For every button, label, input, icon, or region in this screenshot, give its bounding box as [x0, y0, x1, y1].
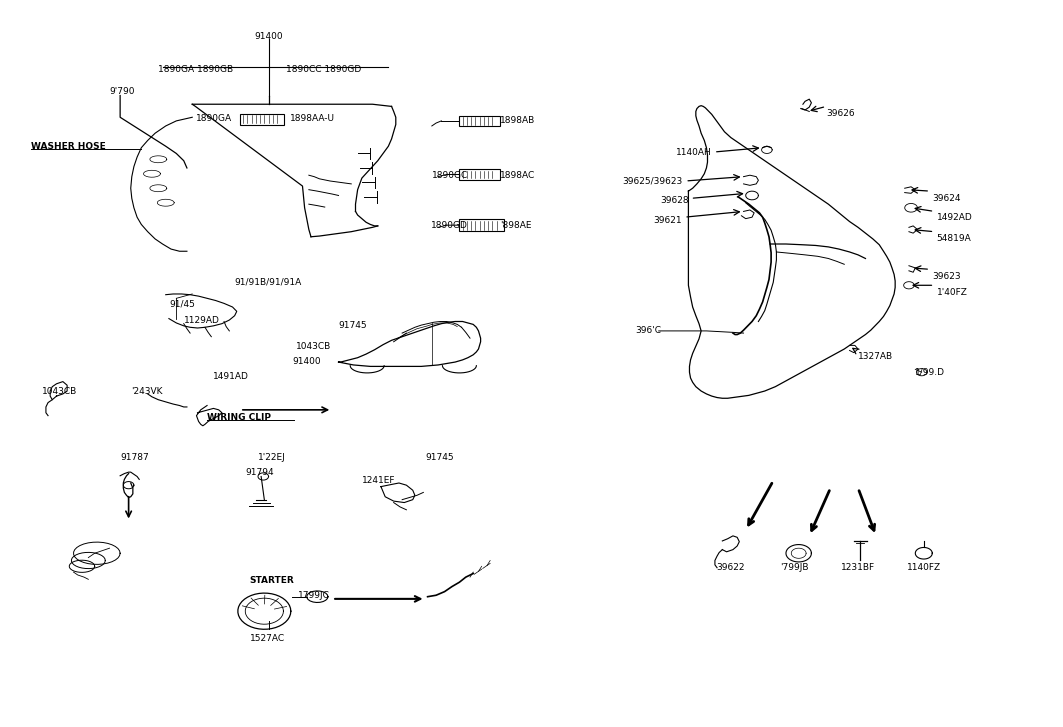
Text: 9'790: 9'790: [109, 87, 135, 97]
Text: 1799JC: 1799JC: [299, 591, 331, 600]
Text: 1231BF: 1231BF: [841, 563, 875, 572]
Text: 91787: 91787: [120, 453, 149, 462]
Text: 1/99.D: 1/99.D: [915, 368, 945, 377]
Text: 39626: 39626: [826, 109, 855, 119]
Text: 91794: 91794: [246, 467, 274, 477]
Text: 396'C: 396'C: [636, 326, 661, 335]
Text: 1241EF: 1241EF: [361, 476, 395, 486]
Text: 91745: 91745: [425, 453, 454, 462]
Text: 91400: 91400: [254, 32, 283, 41]
Text: 1'22EJ: 1'22EJ: [258, 453, 286, 462]
Text: 1898AB: 1898AB: [500, 116, 535, 125]
Bar: [240, 113, 285, 124]
Text: 1492AD: 1492AD: [937, 213, 973, 222]
Text: 91/91B/91/91A: 91/91B/91/91A: [235, 278, 302, 287]
Text: 39625/39623: 39625/39623: [622, 177, 682, 185]
Text: 1890GA 1890GB: 1890GA 1890GB: [158, 65, 234, 74]
Text: 1491AD: 1491AD: [214, 372, 250, 381]
Text: 1898AA-U: 1898AA-U: [290, 114, 335, 123]
Text: 39623: 39623: [932, 272, 961, 281]
Text: 1327AB: 1327AB: [858, 352, 893, 361]
Text: 1043CB: 1043CB: [41, 387, 77, 395]
Text: WASHER HOSE: WASHER HOSE: [31, 142, 106, 150]
Text: 1898AC: 1898AC: [500, 171, 535, 180]
Text: 1890GD: 1890GD: [431, 222, 468, 230]
Text: 1043CB: 1043CB: [297, 342, 332, 351]
Text: 91745: 91745: [338, 321, 367, 330]
Text: 1890GC: 1890GC: [432, 171, 468, 180]
Bar: [459, 220, 504, 231]
Text: '243VK: '243VK: [131, 387, 163, 395]
Text: 1'40FZ: 1'40FZ: [937, 288, 967, 297]
Text: '799JB: '799JB: [780, 563, 809, 572]
Text: STARTER: STARTER: [250, 577, 294, 585]
Bar: [459, 116, 500, 126]
Text: 1890GA: 1890GA: [197, 114, 233, 123]
Text: 39621: 39621: [654, 216, 682, 225]
Text: 1140FZ: 1140FZ: [907, 563, 941, 572]
Bar: [459, 169, 500, 180]
Text: 91/45: 91/45: [169, 300, 195, 309]
Text: 54819A: 54819A: [937, 234, 972, 244]
Text: 1527AC: 1527AC: [250, 634, 285, 643]
Text: WIRING CLIP: WIRING CLIP: [207, 413, 271, 422]
Text: '898AE: '898AE: [500, 222, 532, 230]
Text: 1129AD: 1129AD: [184, 316, 220, 324]
Text: 39628: 39628: [660, 196, 689, 205]
Text: 39624: 39624: [932, 194, 961, 203]
Text: 39622: 39622: [716, 563, 745, 572]
Text: 1890CC 1890GD: 1890CC 1890GD: [286, 65, 360, 74]
Text: 1140AH: 1140AH: [676, 148, 712, 156]
Text: 91400: 91400: [292, 357, 321, 366]
